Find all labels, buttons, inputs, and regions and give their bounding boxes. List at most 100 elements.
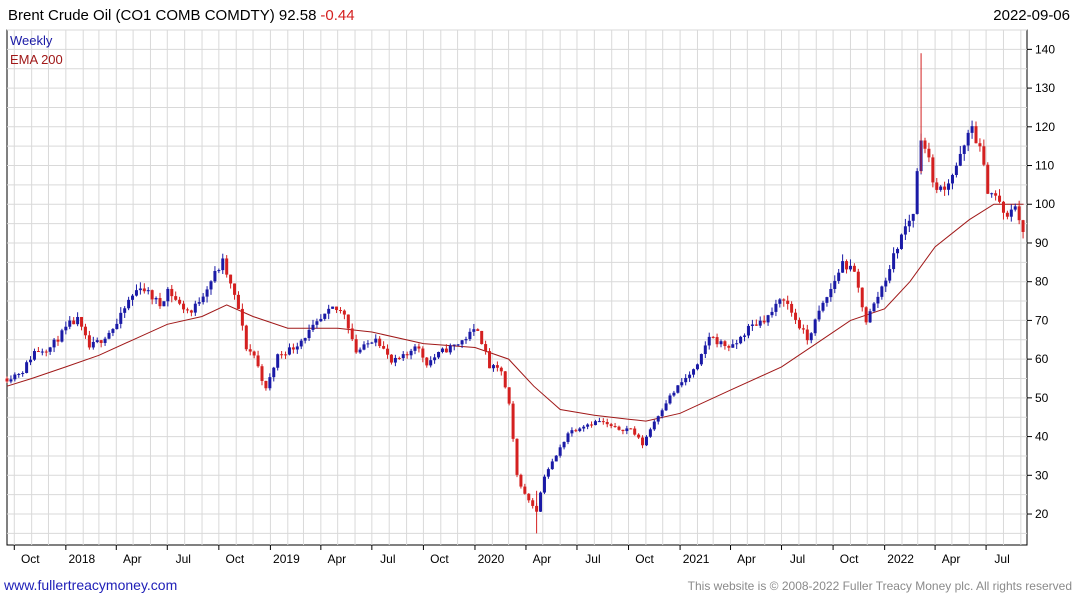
weekly-candle [370,341,374,344]
candle-body [13,374,17,380]
candle-body [464,339,468,341]
candle-body [131,295,135,300]
candle-body [138,288,142,291]
weekly-candle [515,438,519,478]
candle-body [1013,206,1017,210]
candle-body [440,348,444,352]
weekly-candle [99,339,103,348]
weekly-candle [307,324,311,341]
candle-body [217,270,221,272]
weekly-candle [907,214,911,233]
candle-body [601,421,605,423]
x-tick-label: Oct [21,552,40,566]
weekly-candle [896,247,900,259]
weekly-candle [95,337,99,344]
y-tick-label: 50 [1035,391,1049,405]
candle-body [1021,220,1025,232]
weekly-candle [546,467,550,479]
x-tick-label: Jul [585,552,600,566]
candle-body [29,359,33,363]
candle-body [821,302,825,311]
candle-body [119,312,123,324]
candle-body [990,193,994,195]
grid [7,29,1027,545]
candle-body [848,265,852,270]
candle-body [978,143,982,147]
weekly-candle [272,366,276,382]
x-tick-label: Oct [430,552,449,566]
candle-body [44,351,48,353]
weekly-candle [29,356,33,366]
candle-body [68,320,72,327]
weekly-candle [499,366,503,376]
candle-body [158,298,162,307]
candle-body [170,288,174,297]
candle-body [911,213,915,221]
y-axis: 20 30 40 50 60 70 80 90 100 110 120 130 140 [1027,42,1055,521]
weekly-candle [166,287,170,307]
x-tick-label: Jul [994,552,1009,566]
candle-body [707,336,711,346]
legend-ema: EMA 200 [10,52,63,67]
weekly-candle [80,316,84,331]
candle-body [221,258,225,271]
website-link[interactable]: www.fullertreacymoney.com [3,577,177,593]
candle-body [83,326,87,336]
x-tick-label: 2018 [68,552,95,566]
candle-body [382,346,386,349]
weekly-candle [841,254,845,273]
candle-body [648,429,652,437]
y-tick-label: 110 [1035,159,1054,173]
candle-body [613,426,617,428]
candle-body [99,340,103,343]
candle-body [448,345,452,353]
weekly-candle [64,321,68,335]
candle-body [868,311,872,323]
y-tick-label: 20 [1035,507,1049,521]
weekly-candle [1001,200,1005,220]
candle-body [76,316,80,325]
candle-body [197,302,201,304]
candle-body [233,283,237,295]
weekly-candle [888,264,892,284]
candle-body [444,348,448,353]
candle-body [699,354,703,365]
candle-body [111,329,115,333]
candle-body [468,331,472,340]
weekly-candle [25,360,29,374]
weekly-candle [786,295,790,310]
candle-body [950,174,954,184]
weekly-candle [123,306,127,318]
candle-body [491,365,495,369]
candle-body [36,351,40,353]
weekly-candle [413,344,417,355]
weekly-candle [860,287,864,312]
x-tick-label: Apr [533,552,552,566]
weekly-candle [331,306,335,309]
candle-body [103,338,107,343]
weekly-candle [950,173,954,190]
weekly-candle [582,425,586,432]
weekly-candle [790,301,794,317]
weekly-candle [641,435,645,449]
candle-body [621,429,625,432]
weekly-candle [374,334,378,347]
candle-body [782,299,786,301]
weekly-candle [464,336,468,344]
candle-body [896,248,900,254]
weekly-candle [44,349,48,357]
weekly-candle [323,313,327,321]
weekly-candle [87,330,91,350]
weekly-candle [448,343,452,355]
weekly-candle [903,218,907,241]
candle-body [393,357,397,363]
candle-body [813,319,817,334]
candle-body [499,367,503,372]
weekly-candle [56,335,60,346]
candle-body [433,357,437,361]
weekly-candle [201,293,205,305]
candle-body [939,186,943,190]
weekly-candle [425,356,429,368]
candle-body [17,374,21,376]
weekly-candle [335,306,339,314]
